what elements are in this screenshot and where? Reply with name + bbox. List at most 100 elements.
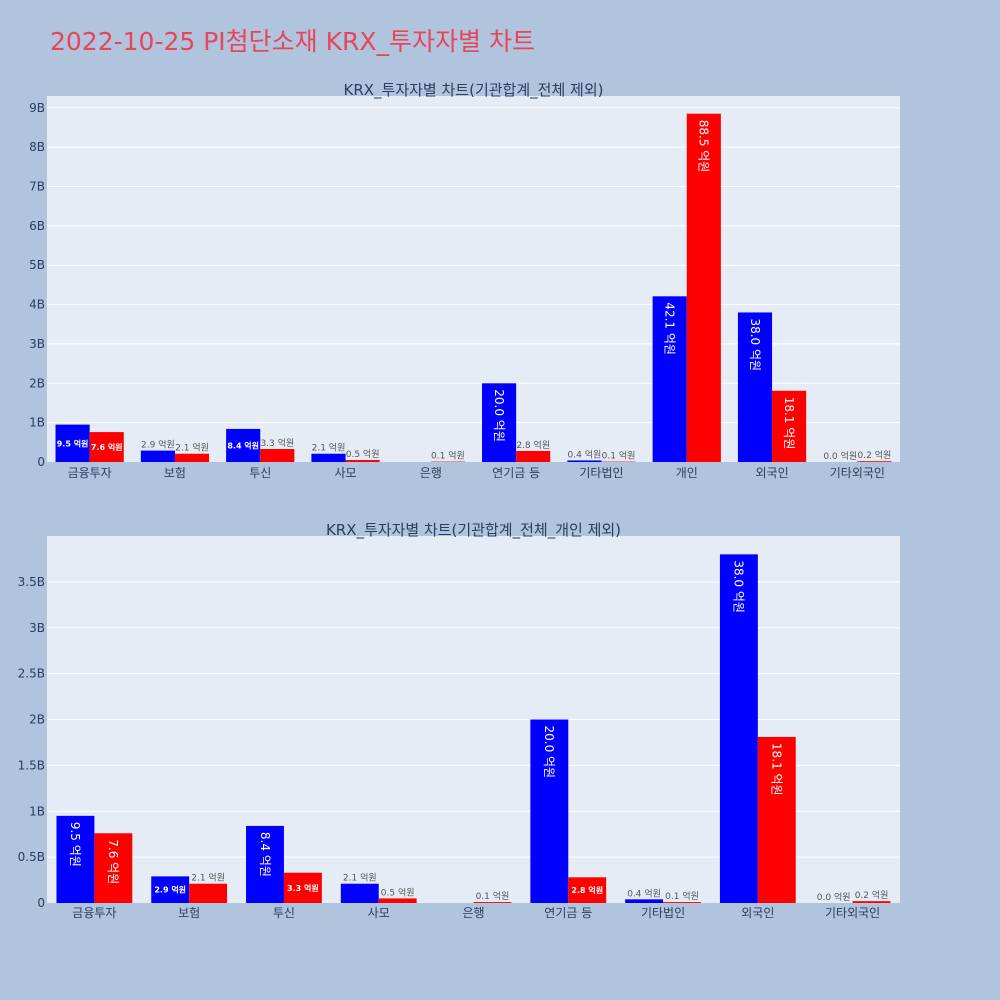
bar [772, 390, 807, 462]
data-label: 38.0 억원 [732, 560, 746, 613]
data-label: 0.1 억원 [431, 450, 465, 462]
y-tick-label: 4B [29, 298, 45, 312]
bar [737, 312, 773, 462]
bar [719, 554, 758, 903]
x-tick-label: 은행 [420, 465, 442, 480]
data-label: 2.9 억원 [154, 885, 186, 895]
data-label: 0.0 억원 [823, 450, 857, 462]
x-tick-label: 기타법인 [579, 466, 623, 480]
bar [94, 833, 133, 903]
chart-title: KRX_투자자별 차트(기관합계_전체 제외) [344, 81, 604, 100]
data-label: 0.1 억원 [476, 890, 510, 902]
data-label: 2.1 억원 [191, 872, 225, 884]
bar [283, 872, 322, 903]
bar [311, 453, 346, 462]
data-label: 7.6 억원 [106, 839, 120, 884]
x-tick-label: 개인 [676, 466, 698, 480]
y-tick-label: 9B [29, 101, 45, 115]
data-label: 2.1 억원 [175, 442, 209, 454]
bar [151, 876, 190, 903]
y-tick-label: 3B [29, 337, 45, 351]
data-label: 18.1 억원 [770, 743, 784, 796]
y-tick-label: 1B [29, 416, 45, 430]
data-label: 8.4 억원 [258, 832, 272, 877]
bar [473, 902, 512, 903]
bar [345, 460, 380, 462]
data-label: 2.1 억원 [343, 872, 377, 884]
x-tick-label: 외국인 [755, 466, 788, 480]
bar [530, 719, 569, 903]
data-label: 0.4 억원 [568, 448, 602, 460]
y-tick-label: 7B [29, 180, 45, 194]
bar [174, 453, 210, 462]
data-label: 88.5 억원 [697, 120, 711, 173]
y-tick-label: 0.5B [18, 850, 45, 864]
data-label: 18.1 억원 [782, 397, 796, 450]
data-label: 2.1 억원 [312, 442, 346, 454]
bar [89, 432, 124, 462]
data-label: 38.0 억원 [748, 318, 762, 371]
y-tick-label: 2B [29, 376, 45, 390]
data-label: 9.5 억원 [57, 438, 89, 448]
data-label: 20.0 억원 [542, 726, 556, 779]
bar [56, 815, 95, 903]
bar [340, 883, 379, 903]
x-tick-label: 투신 [249, 466, 271, 480]
bar [482, 383, 517, 462]
bar [568, 877, 607, 903]
bar [246, 825, 284, 903]
data-label: 9.5 억원 [68, 822, 82, 867]
data-label: 0.1 억원 [665, 890, 699, 902]
y-tick-label: 2B [29, 713, 45, 727]
data-label: 0.2 억원 [855, 889, 889, 901]
data-label: 0.5 억원 [346, 448, 380, 460]
chart-excl-institution-total-and-individual: 0 0.5B 1B 1.5B 2B 2.5B 3B 3.5B KRX_투자자별 차트(기관합계_… [18, 521, 900, 920]
bar [652, 296, 687, 462]
y-tick-label: 0 [37, 896, 45, 910]
bar [757, 736, 796, 903]
x-tick-label: 보험 [178, 906, 200, 920]
y-tick-label: 1B [29, 804, 45, 818]
x-tick-label: 외국인 [741, 906, 774, 920]
bar [260, 449, 295, 462]
data-label: 42.1 억원 [662, 302, 676, 355]
data-label: 3.3 억원 [260, 437, 294, 449]
data-label: 2.8 억원 [516, 439, 550, 451]
x-tick-label: 기타법인 [641, 906, 685, 920]
x-tick-label: 금융투자 [68, 466, 112, 480]
bar [686, 113, 721, 462]
data-label: 0.2 억원 [858, 449, 892, 461]
x-tick-label: 기타외국인 [830, 466, 885, 480]
y-tick-label: 2.5B [18, 667, 45, 681]
y-tick-label: 3.5B [18, 575, 45, 589]
data-label: 0.5 억원 [381, 886, 415, 898]
bar [852, 901, 891, 903]
y-tick-label: 0 [37, 455, 45, 469]
x-tick-label: 연기금 등 [492, 466, 540, 480]
bar [516, 450, 551, 462]
x-tick-label: 투신 [273, 906, 295, 920]
chart-title: KRX_투자자별 차트(기관합계_전체_개인 제외) [326, 521, 621, 540]
data-label: 0.0 억원 [817, 891, 851, 903]
data-label: 3.3 억원 [287, 883, 319, 893]
data-label: 2.8 억원 [571, 885, 603, 895]
y-tick-label: 6B [29, 219, 45, 233]
bar [378, 898, 417, 903]
y-tick-label: 8B [29, 140, 45, 154]
data-label: 0.4 억원 [627, 887, 661, 899]
bar [55, 424, 90, 462]
bar [140, 450, 175, 462]
bar [663, 902, 701, 903]
x-tick-label: 보험 [164, 466, 186, 480]
bar [857, 461, 892, 462]
chart-excl-institution-total: 0 1B 2B 3B 4B 5B 6B 7B 8B 9B KRX_투자자별 차트(기관합계_전체 제… [29, 81, 900, 480]
data-label: 2.9 억원 [141, 439, 175, 451]
x-tick-label: 은행 [462, 905, 484, 920]
y-tick-label: 5B [29, 258, 45, 272]
bar [226, 428, 261, 462]
bar [189, 883, 228, 903]
data-label: 20.0 억원 [492, 389, 506, 442]
x-tick-label: 사모 [335, 466, 357, 480]
bar [567, 460, 602, 462]
